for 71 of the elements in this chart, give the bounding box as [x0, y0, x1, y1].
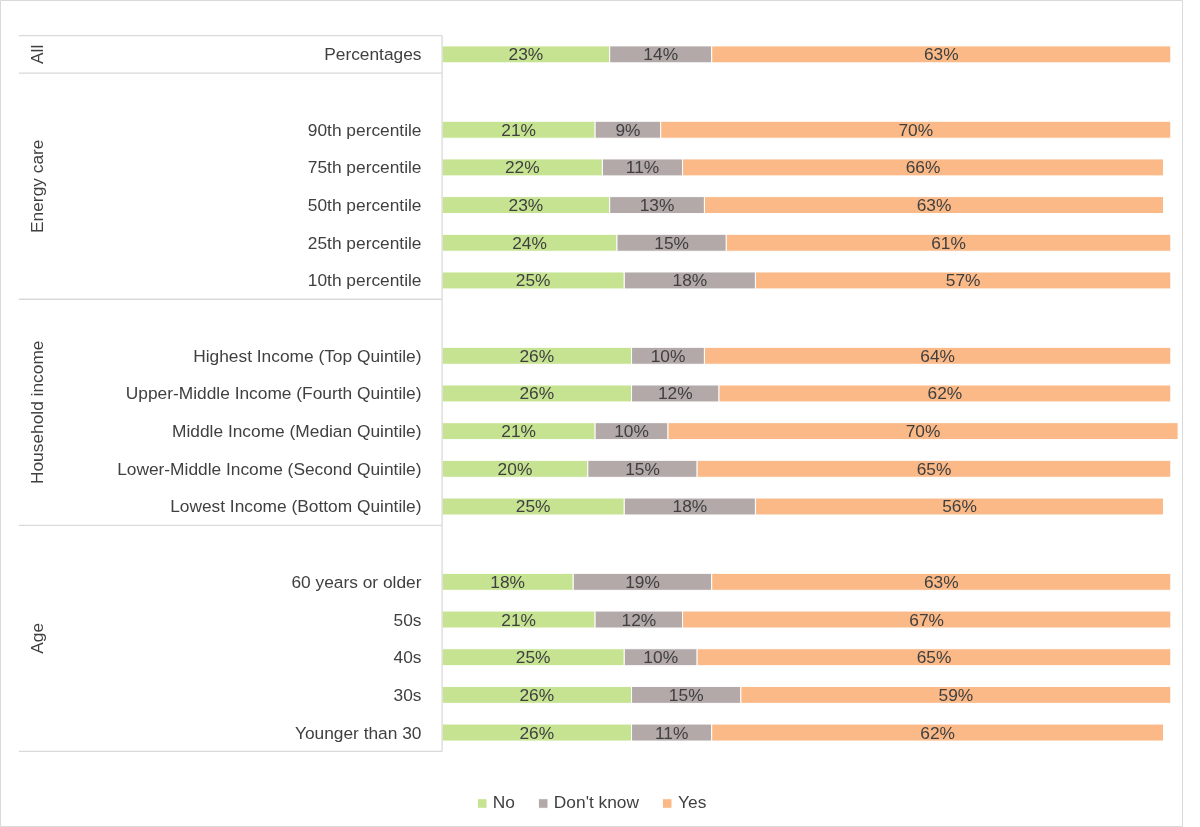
- data-label: 21%: [501, 609, 536, 630]
- data-label: 61%: [931, 232, 966, 253]
- text: Age: [27, 622, 48, 654]
- data-label: 63%: [923, 571, 959, 592]
- data-label: 70%: [898, 119, 934, 140]
- y-tick-label: Percentages: [324, 44, 422, 65]
- data-label: 15%: [625, 458, 660, 479]
- y-tick-label: 50s: [393, 609, 422, 630]
- data-label: 25%: [515, 496, 551, 517]
- data-label: 9%: [615, 119, 641, 140]
- y-tick-label: 25th percentile: [307, 232, 422, 253]
- y-tick-label: 40s: [393, 647, 422, 668]
- data-label: 62%: [920, 722, 955, 743]
- data-label: 26%: [519, 684, 555, 705]
- data-label: 63%: [923, 44, 959, 65]
- data-label: 12%: [621, 609, 657, 630]
- data-label: 22%: [504, 157, 540, 178]
- data-label: 23%: [508, 195, 544, 216]
- data-label: 59%: [938, 684, 974, 705]
- text: Energy care: [27, 139, 48, 233]
- data-label: 20%: [497, 458, 533, 479]
- data-label: 11%: [654, 722, 689, 743]
- data-label: 15%: [668, 684, 704, 705]
- y-tick-label: Younger than 30: [294, 722, 422, 743]
- text: All: [27, 44, 48, 65]
- y-tick-label: 90th percentile: [307, 119, 422, 140]
- data-label: 18%: [490, 571, 526, 592]
- data-label: 26%: [519, 345, 555, 366]
- data-label: 25%: [515, 270, 551, 291]
- data-label: 56%: [942, 496, 977, 517]
- data-label: 18%: [672, 496, 708, 517]
- data-label: 66%: [905, 157, 941, 178]
- data-label: 65%: [916, 458, 952, 479]
- data-label: 10%: [643, 647, 679, 668]
- data-label: 18%: [672, 270, 708, 291]
- data-label: 10%: [650, 345, 686, 366]
- data-label: 11%: [625, 157, 660, 178]
- data-label: 26%: [519, 722, 555, 743]
- y-tick-label: 60 years or older: [291, 571, 422, 592]
- data-label: 62%: [927, 383, 963, 404]
- legend-label: Yes: [678, 792, 707, 813]
- legend-label: No: [492, 792, 515, 813]
- data-label: 64%: [920, 345, 955, 366]
- data-label: 65%: [916, 647, 952, 668]
- data-label: 70%: [905, 421, 941, 442]
- y-tick-label: 75th percentile: [307, 157, 422, 178]
- data-label: 13%: [639, 195, 675, 216]
- data-label: 14%: [643, 44, 679, 65]
- y-tick-label: Upper-Middle Income (Fourth Quintile): [125, 383, 422, 404]
- data-label: 21%: [501, 421, 536, 442]
- data-label: 26%: [519, 383, 555, 404]
- data-label: 10%: [614, 421, 649, 442]
- data-label: 19%: [625, 571, 660, 592]
- data-label: 15%: [654, 232, 689, 253]
- data-label: 57%: [945, 270, 981, 291]
- y-tick-label: Middle Income (Median Quintile): [172, 421, 422, 442]
- y-tick-label: 30s: [393, 684, 422, 705]
- data-label: 25%: [515, 647, 551, 668]
- data-label: 63%: [916, 195, 952, 216]
- text: Household income: [27, 340, 48, 485]
- y-tick-label: 50th percentile: [307, 195, 422, 216]
- y-tick-label: Highest Income (Top Quintile): [193, 345, 422, 366]
- data-label: 67%: [909, 609, 945, 630]
- y-tick-label: 10th percentile: [307, 270, 422, 291]
- y-tick-label: Lower-Middle Income (Second Quintile): [117, 458, 422, 479]
- y-tick-label: Lowest Income (Bottom Quintile): [170, 496, 422, 517]
- data-label: 12%: [657, 383, 693, 404]
- data-label: 24%: [512, 232, 547, 253]
- legend-label: Don't know: [553, 792, 640, 813]
- data-label: 21%: [501, 119, 536, 140]
- data-label: 23%: [508, 44, 544, 65]
